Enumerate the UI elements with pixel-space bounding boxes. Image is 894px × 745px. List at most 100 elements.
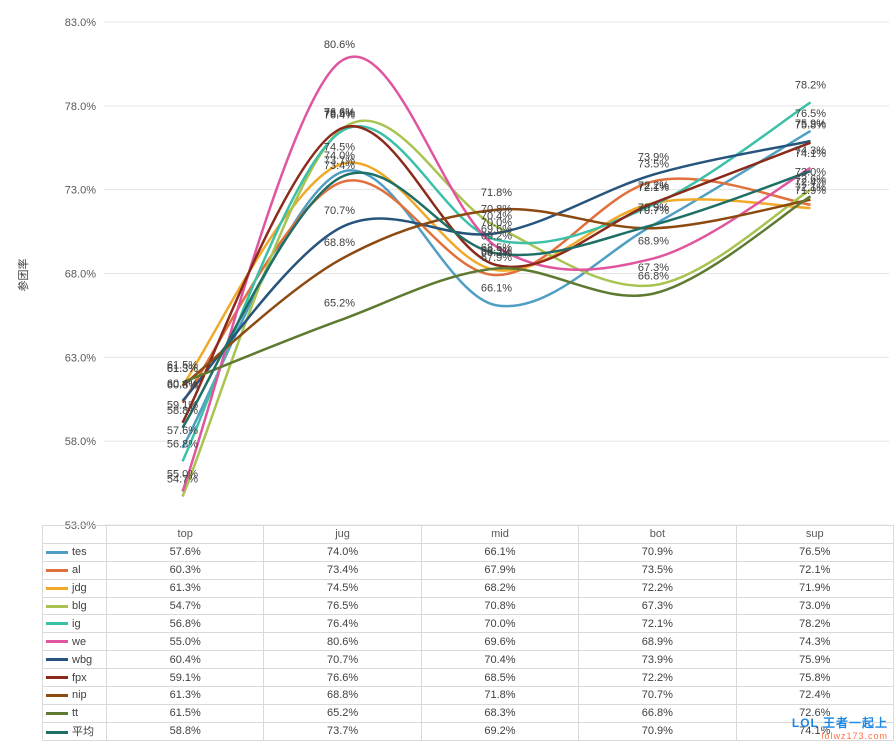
data-label: 55.0% [167, 468, 198, 480]
data-label: 70.7% [324, 205, 355, 217]
data-label: 67.3% [638, 262, 669, 274]
table-cell: 66.8% [578, 703, 737, 723]
legend-label: we [72, 635, 87, 648]
table-cell: 80.6% [263, 632, 422, 652]
series-line-we [181, 55, 812, 492]
table-cell: 66.1% [420, 542, 580, 562]
table-row: fpx 59.1% 76.6% 68.5% 72.2% 75.8% [42, 668, 894, 688]
legend-key: nip [42, 686, 107, 705]
series-line-nip [181, 198, 811, 387]
table-row: we 55.0% 80.6% 69.6% 68.9% 74.3% [42, 632, 894, 652]
legend-swatch [46, 658, 68, 662]
legend-key: al [42, 560, 107, 580]
table-cell: 74.1% [735, 721, 894, 741]
data-label: 58.8% [167, 405, 198, 417]
category-header: bot [578, 525, 737, 544]
legend-label: 平均 [72, 726, 94, 739]
table-cell: 70.7% [263, 650, 422, 670]
data-label: 69.2% [481, 230, 512, 242]
series-line-平均 [181, 170, 811, 429]
legend-key: wbg [42, 650, 107, 670]
category-header: sup [735, 525, 894, 544]
legend-swatch [46, 640, 68, 644]
table-cell: 57.6% [105, 542, 265, 562]
data-label: 75.9% [795, 118, 826, 130]
data-label: 54.7% [167, 473, 198, 485]
table-cell: 67.3% [578, 596, 737, 616]
table-cell: 72.6% [735, 703, 894, 723]
legend-label: wbg [72, 653, 93, 666]
y-axis-ticks: 53.0%58.0%63.0%68.0%73.0%78.0%83.0% [65, 17, 96, 532]
data-label: 61.5% [167, 359, 198, 371]
table-cell: 68.3% [420, 703, 580, 723]
table-cell: 70.0% [420, 614, 580, 634]
table-cell: 59.1% [105, 668, 265, 688]
legend-key: jdg [42, 578, 107, 598]
data-label: 74.0% [324, 150, 355, 162]
data-table: top jug mid bot sup tes 57.6% 74.0% 66.1% 70.9% 76… [42, 525, 894, 741]
table-row: ig 56.8% 76.4% 70.0% 72.1% 78.2% [42, 614, 894, 634]
data-label: 71.9% [795, 185, 826, 197]
data-label: 74.1% [795, 148, 826, 160]
table-row: tt 61.5% 65.2% 68.3% 66.8% 72.6% [42, 703, 894, 723]
table-cell: 73.5% [578, 560, 737, 580]
table-cell: 61.3% [105, 578, 265, 598]
table-cell: 76.5% [263, 596, 422, 616]
data-label: 72.6% [795, 173, 826, 185]
data-label: 60.3% [167, 380, 198, 392]
data-label: 68.9% [638, 235, 669, 247]
y-tick-label: 63.0% [65, 352, 96, 364]
legend-swatch [46, 550, 68, 554]
table-row: nip 61.3% 68.8% 71.8% 70.7% 72.4% [42, 686, 894, 705]
y-tick-label: 68.0% [65, 269, 96, 281]
data-label: 72.1% [638, 182, 669, 194]
table-cell: 74.5% [263, 578, 422, 598]
legend-label: ig [72, 617, 81, 630]
legend-label: fpx [72, 671, 87, 684]
table-cell: 69.6% [420, 632, 580, 652]
series-line-tt [182, 195, 812, 384]
table-cell: 73.4% [263, 560, 422, 580]
y-tick-label: 73.0% [65, 185, 96, 197]
table-cell: 76.5% [735, 542, 894, 562]
table-cell: 70.4% [420, 650, 580, 670]
table-row: jdg 61.3% 74.5% 68.2% 72.2% 71.9% [42, 578, 894, 598]
table-cell: 56.8% [105, 614, 265, 634]
data-label: 70.8% [481, 204, 512, 216]
data-label: 73.0% [795, 167, 826, 179]
table-row: wbg 60.4% 70.7% 70.4% 73.9% 75.9% [42, 650, 894, 670]
legend-label: tes [72, 546, 87, 559]
data-label: 70.4% [481, 210, 512, 222]
series-line-jdg [181, 161, 811, 387]
table-cell: 54.7% [105, 596, 265, 616]
data-label: 73.7% [324, 155, 355, 167]
data-label: 66.1% [481, 282, 512, 294]
legend-swatch [46, 730, 68, 734]
table-cell: 75.9% [735, 650, 894, 670]
data-label: 60.4% [167, 378, 198, 390]
y-tick-label: 83.0% [65, 17, 96, 29]
data-label: 75.8% [795, 120, 826, 132]
watermark-logo: LOL 王者一起上 lolwz173.com [792, 714, 888, 741]
data-label: 68.2% [481, 247, 512, 259]
legend-key: we [42, 632, 107, 652]
watermark-brand: LOL 王者一起上 [791, 716, 888, 730]
table-row: blg 54.7% 76.5% 70.8% 67.3% 73.0% [42, 596, 894, 616]
table-cell: 71.9% [735, 578, 894, 598]
data-label: 66.8% [638, 271, 669, 283]
legend-key: ig [42, 614, 107, 634]
table-cell: 65.2% [263, 703, 422, 723]
table-header-row: top jug mid bot sup [42, 525, 894, 544]
data-label: 76.5% [324, 108, 355, 120]
category-header: jug [263, 525, 422, 544]
table-cell: 75.8% [735, 668, 894, 688]
table-cell: 71.8% [420, 686, 580, 705]
data-label: 72.2% [638, 180, 669, 192]
data-label: 73.5% [638, 158, 669, 170]
legend-label: blg [72, 600, 87, 612]
legend-swatch [46, 604, 68, 608]
table-cell: 72.1% [735, 560, 894, 580]
table-cell: 73.7% [263, 721, 422, 741]
data-label: 74.5% [324, 142, 355, 154]
category-header: mid [420, 525, 580, 544]
